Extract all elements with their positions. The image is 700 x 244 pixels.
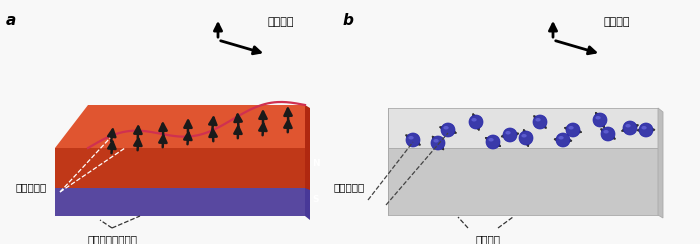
Ellipse shape bbox=[623, 121, 637, 135]
Ellipse shape bbox=[559, 136, 564, 140]
Polygon shape bbox=[55, 174, 305, 188]
Ellipse shape bbox=[489, 138, 493, 142]
Ellipse shape bbox=[471, 118, 477, 122]
Polygon shape bbox=[55, 188, 305, 216]
Ellipse shape bbox=[522, 134, 526, 138]
Ellipse shape bbox=[536, 118, 540, 122]
Text: 電子スピン: 電子スピン bbox=[15, 182, 46, 192]
Ellipse shape bbox=[596, 116, 601, 120]
Polygon shape bbox=[55, 148, 305, 188]
Ellipse shape bbox=[503, 128, 517, 142]
Ellipse shape bbox=[408, 136, 414, 140]
Polygon shape bbox=[658, 108, 663, 218]
Polygon shape bbox=[388, 148, 658, 215]
Text: スピン流: スピン流 bbox=[268, 17, 295, 27]
Ellipse shape bbox=[433, 139, 439, 142]
Text: S: S bbox=[312, 195, 318, 204]
Ellipse shape bbox=[469, 115, 483, 129]
Text: 常磁性体: 常磁性体 bbox=[475, 234, 500, 244]
Ellipse shape bbox=[519, 131, 533, 145]
Polygon shape bbox=[305, 174, 310, 220]
Ellipse shape bbox=[406, 133, 420, 147]
Polygon shape bbox=[55, 105, 305, 148]
Ellipse shape bbox=[639, 123, 653, 137]
Ellipse shape bbox=[431, 136, 445, 150]
Ellipse shape bbox=[625, 124, 631, 128]
Polygon shape bbox=[388, 108, 658, 148]
Text: N: N bbox=[312, 159, 320, 167]
Ellipse shape bbox=[593, 113, 607, 127]
Ellipse shape bbox=[601, 127, 615, 141]
Text: 電子スピン: 電子スピン bbox=[333, 182, 364, 192]
Ellipse shape bbox=[603, 130, 609, 133]
Text: b: b bbox=[343, 13, 354, 28]
Text: スピン流: スピン流 bbox=[603, 17, 629, 27]
Ellipse shape bbox=[441, 123, 455, 137]
Ellipse shape bbox=[486, 135, 500, 149]
Ellipse shape bbox=[568, 126, 574, 130]
Ellipse shape bbox=[533, 115, 547, 129]
Text: a: a bbox=[6, 13, 16, 28]
Text: 磁石（強磁性体）: 磁石（強磁性体） bbox=[87, 234, 137, 244]
Ellipse shape bbox=[641, 126, 647, 130]
Ellipse shape bbox=[443, 126, 449, 130]
Ellipse shape bbox=[505, 131, 511, 134]
Ellipse shape bbox=[556, 133, 570, 147]
Polygon shape bbox=[305, 105, 310, 190]
Ellipse shape bbox=[566, 123, 580, 137]
